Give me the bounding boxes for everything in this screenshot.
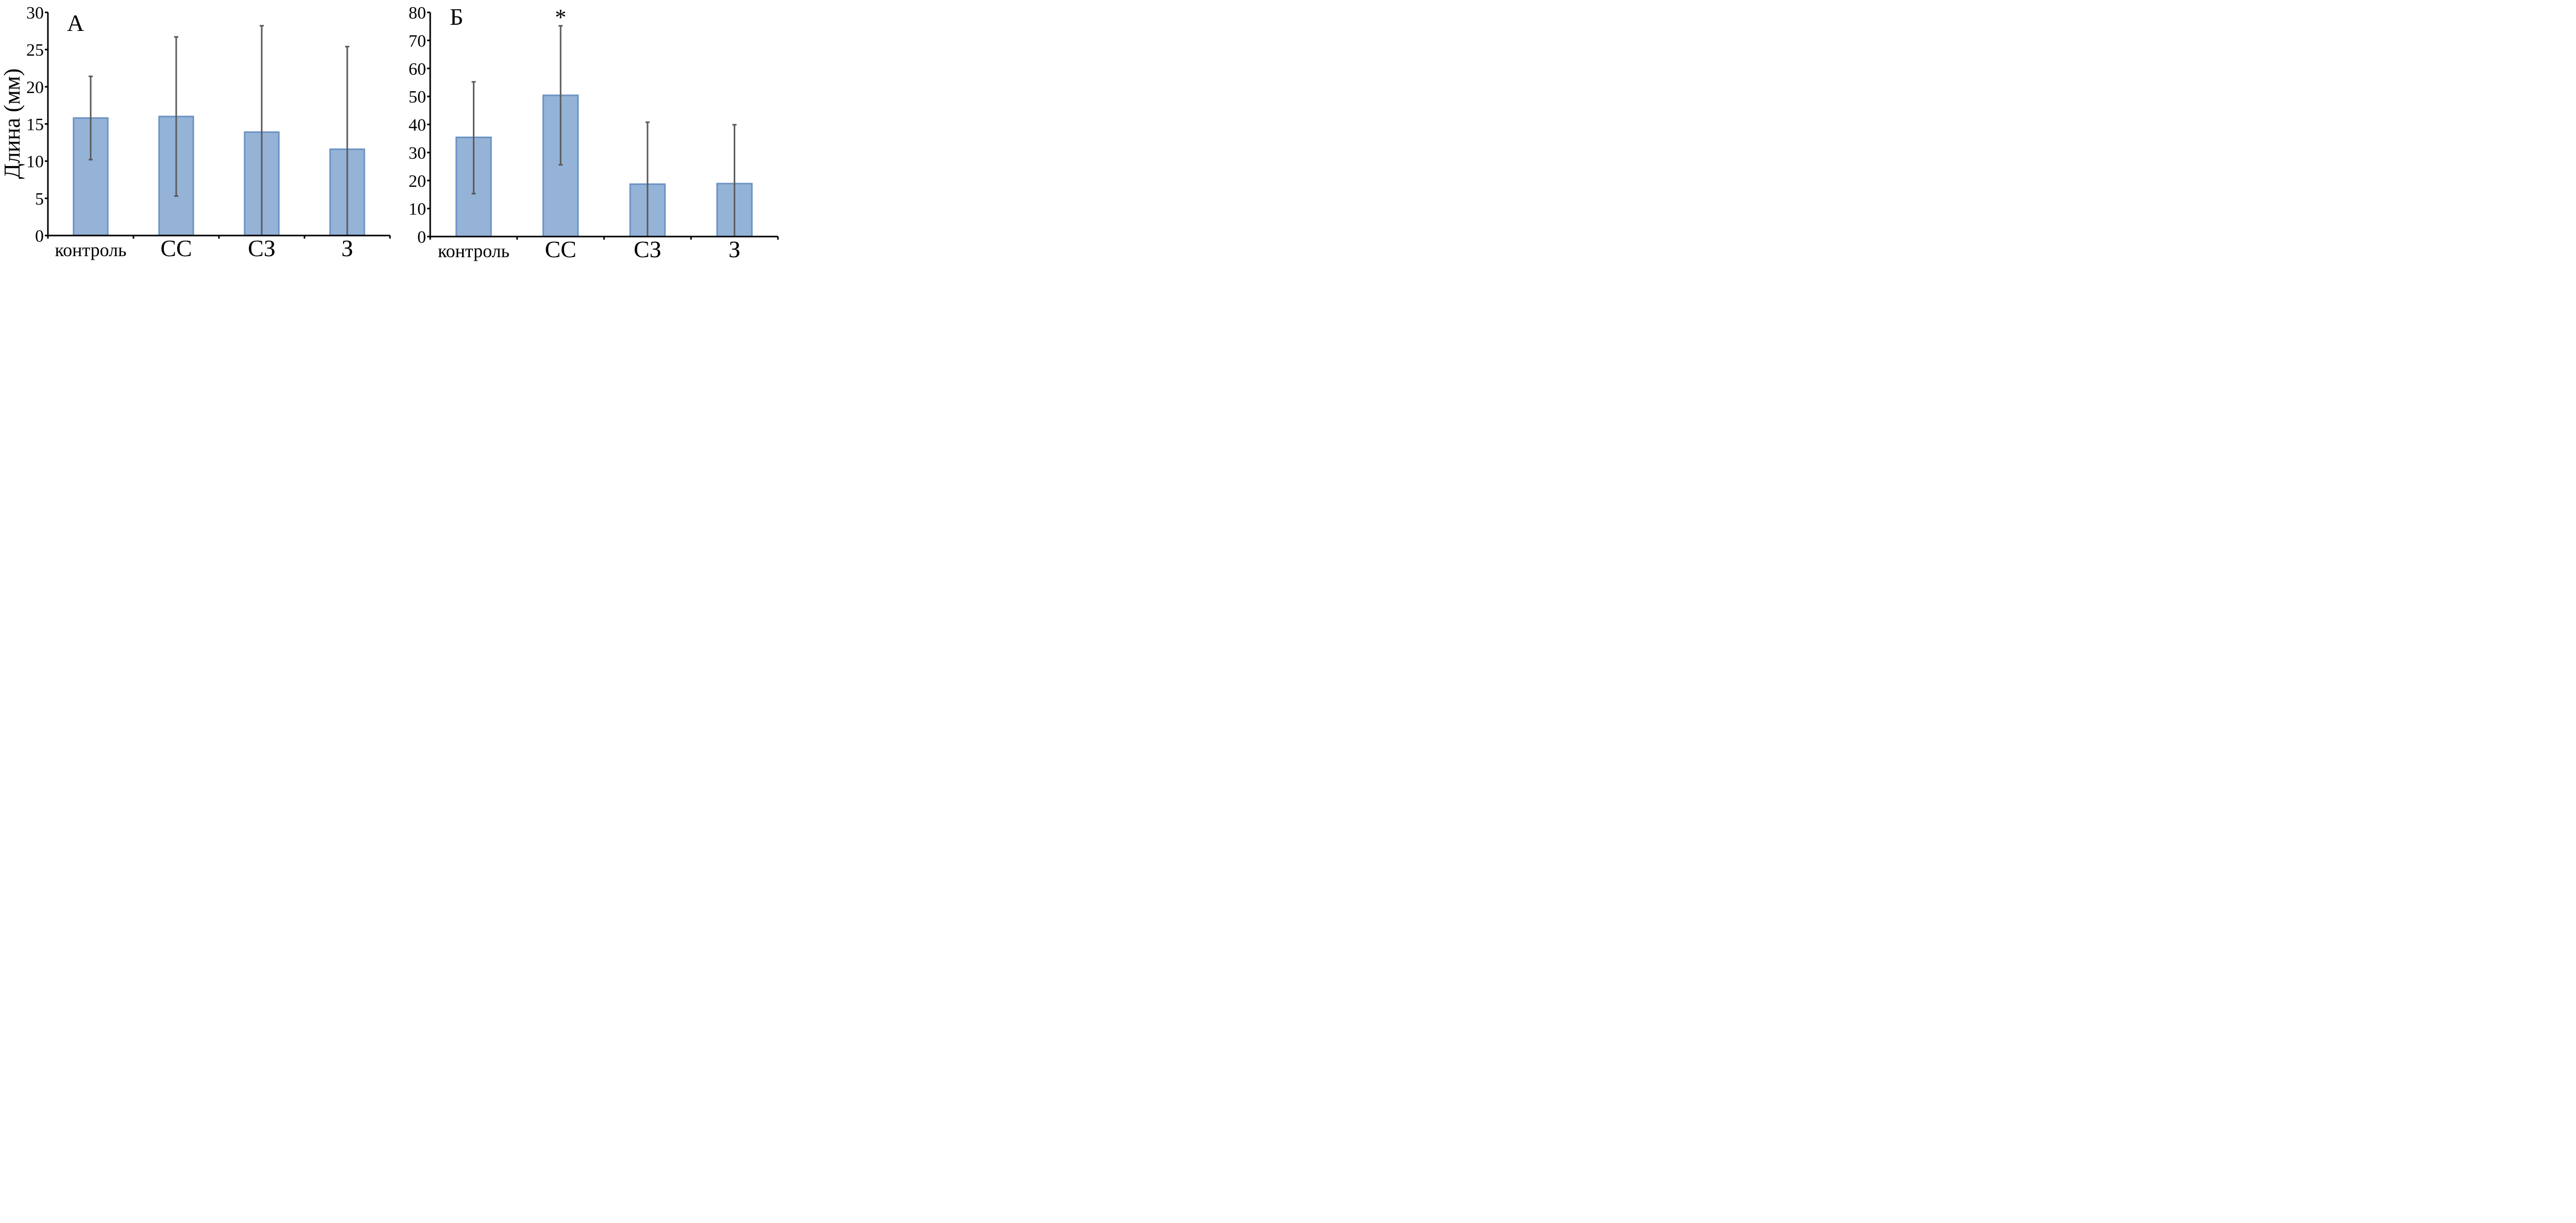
y-tick-label: 70 [409,31,426,51]
x-tick-label: СЗ [248,235,276,261]
x-tick-label: СС [545,236,576,262]
x-tick-label: З [728,236,740,262]
y-tick-label: 20 [26,78,44,97]
y-tick-label: 60 [409,60,426,79]
y-tick-label: 80 [409,4,426,23]
x-tick-label: СС [160,235,192,261]
x-tick-label: контроль [438,241,510,261]
y-tick-label: 30 [409,144,426,163]
y-tick-label: 10 [26,153,44,172]
y-tick-label: 0 [35,227,44,246]
y-tick-label: 25 [26,41,44,60]
x-tick-label: контроль [55,240,126,260]
y-tick-label: 20 [409,172,426,191]
panel-label: А [67,10,84,36]
chart-panel-2: контроль СС * СЗ З 0 10 20 30 40 50 60 70 80 Б [409,4,779,262]
y-tick-label: 30 [26,4,44,23]
y-tick-label: 0 [417,228,426,247]
y-tick-label: 5 [35,190,44,209]
y-tick-label: 40 [409,116,426,135]
chart-panel-1: контроль СС СЗ З 0 5 10 15 20 25 30 А Длина (мм) [0,4,391,261]
y-tick-label: 10 [409,200,426,219]
x-tick-label: СЗ [634,236,662,262]
x-tick-label: З [341,235,353,261]
panel-label: Б [450,4,463,30]
y-tick-label: 50 [409,88,426,107]
y-tick-label: 15 [26,115,44,135]
y-axis-title: Длина (мм) [0,69,25,179]
significance-marker: * [555,5,566,30]
